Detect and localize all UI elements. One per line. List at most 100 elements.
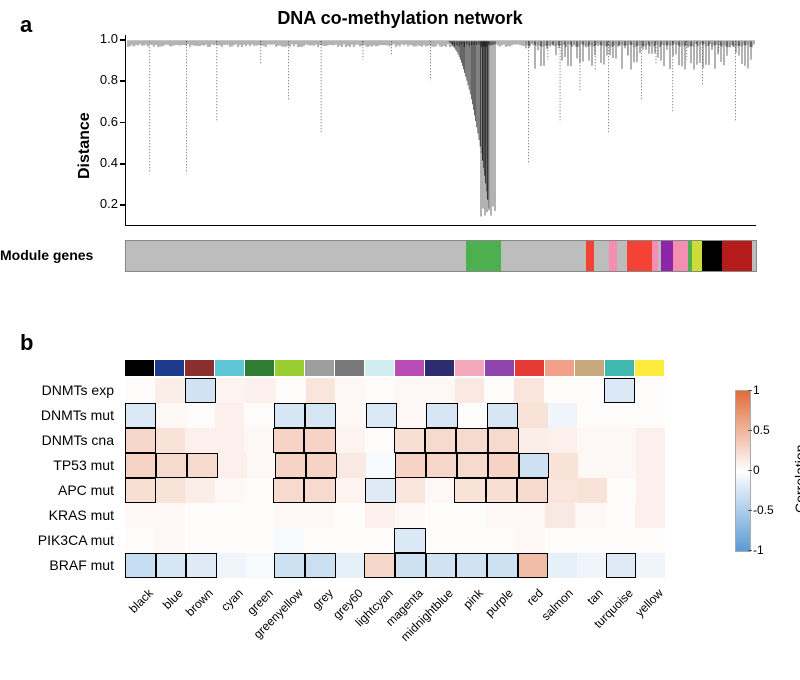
figure-title: DNA co-methylation network [0, 8, 800, 29]
panel-b: DNMTs expDNMTs mutDNMTs cnaTP53 mutAPC m… [95, 360, 755, 660]
heatmap-cell [215, 428, 244, 453]
y-tick-label: 0.2 [88, 196, 118, 211]
y-tick-label: 0.8 [88, 72, 118, 87]
y-tick-mark [120, 39, 126, 41]
heatmap-cell [276, 378, 306, 403]
heatmap-cell [156, 553, 187, 578]
heatmap-row-labels: DNMTs expDNMTs mutDNMTs cnaTP53 mutAPC m… [0, 378, 120, 578]
heatmap-cell [545, 503, 575, 528]
heatmap-cell [456, 528, 486, 553]
heatmap-cell [578, 453, 607, 478]
colorbar-gradient [735, 390, 751, 552]
module-bar-segment [702, 241, 722, 271]
heatmap-cell [577, 403, 606, 428]
module-bar-segment [722, 241, 752, 271]
heatmap-cell [247, 453, 276, 478]
heatmap-header-cell [515, 360, 545, 376]
heatmap-cell [365, 478, 396, 503]
heatmap-cell [518, 553, 549, 578]
heatmap-cell [575, 528, 605, 553]
dendrogram-svg [126, 35, 756, 225]
heatmap-cell [334, 528, 364, 553]
heatmap-row [125, 453, 665, 478]
heatmap-cell [246, 553, 275, 578]
heatmap-cell [274, 553, 305, 578]
heatmap-cell [607, 428, 636, 453]
heatmap-header-cell [335, 360, 365, 376]
y-axis-ticks: 0.20.40.60.81.0 [88, 35, 122, 225]
heatmap-header-cell [245, 360, 275, 376]
y-tick-mark [120, 80, 126, 82]
heatmap-cell [488, 428, 519, 453]
heatmap-cell [336, 553, 365, 578]
heatmap-column-header [125, 360, 665, 376]
heatmap-cell [216, 378, 246, 403]
heatmap-cell [485, 503, 515, 528]
figure-root: a b DNA co-methylation network Distance … [0, 0, 800, 680]
heatmap-cell [454, 478, 485, 503]
heatmap-cell [425, 478, 454, 503]
heatmap-cell [365, 503, 395, 528]
heatmap-cell [577, 428, 606, 453]
heatmap-cell [636, 403, 665, 428]
module-bar-segment [661, 241, 673, 271]
y-tick-mark [120, 163, 126, 165]
heatmap-cell [306, 378, 336, 403]
heatmap-header-cell [155, 360, 185, 376]
heatmap-grid [125, 378, 665, 578]
heatmap-row-label: KRAS mut [0, 503, 120, 528]
heatmap-row [125, 378, 665, 403]
heatmap-cell [635, 503, 665, 528]
heatmap-cell [607, 478, 636, 503]
heatmap-cell [366, 403, 397, 428]
heatmap-cell [515, 503, 545, 528]
heatmap-cell [636, 453, 665, 478]
heatmap-cell [366, 453, 395, 478]
heatmap-cell [395, 453, 426, 478]
heatmap-header-cell [305, 360, 335, 376]
module-bar-segment [501, 241, 586, 271]
heatmap-cell [218, 453, 247, 478]
heatmap-cell [426, 553, 457, 578]
heatmap-row-label: DNMTs cna [0, 428, 120, 453]
heatmap-header-cell [425, 360, 455, 376]
heatmap-cell [275, 453, 306, 478]
module-bar-segment [466, 241, 501, 271]
heatmap-cell [548, 428, 577, 453]
heatmap-cell [244, 428, 273, 453]
heatmap-cell [636, 428, 665, 453]
heatmap-cell [335, 503, 365, 528]
heatmap-cell [273, 478, 304, 503]
heatmap-cell [274, 528, 304, 553]
heatmap-cell [365, 428, 394, 453]
heatmap-cell [606, 403, 635, 428]
heatmap-header-cell [365, 360, 395, 376]
heatmap-cell [244, 403, 273, 428]
heatmap-cell [125, 553, 156, 578]
heatmap-cell [577, 553, 606, 578]
heatmap-row [125, 553, 665, 578]
heatmap-cell [425, 378, 455, 403]
heatmap-header-cell [485, 360, 515, 376]
y-tick-label: 0.4 [88, 155, 118, 170]
heatmap-cell [187, 453, 218, 478]
heatmap-cell [514, 378, 544, 403]
heatmap-cell [335, 378, 365, 403]
heatmap-cell [215, 403, 244, 428]
heatmap-cell [274, 403, 305, 428]
heatmap-cell [545, 528, 575, 553]
module-bar-segment [609, 241, 617, 271]
y-tick-mark [120, 204, 126, 206]
heatmap-cell [217, 553, 246, 578]
heatmap-cell [635, 528, 665, 553]
heatmap-cell [484, 378, 514, 403]
heatmap-row-label: APC mut [0, 478, 120, 503]
heatmap-row [125, 503, 665, 528]
heatmap-cell [245, 503, 275, 528]
heatmap-cell [336, 478, 365, 503]
heatmap-cell [426, 528, 456, 553]
heatmap-cell [487, 403, 518, 428]
heatmap-cell [605, 503, 635, 528]
heatmap-row [125, 478, 665, 503]
heatmap-row [125, 528, 665, 553]
